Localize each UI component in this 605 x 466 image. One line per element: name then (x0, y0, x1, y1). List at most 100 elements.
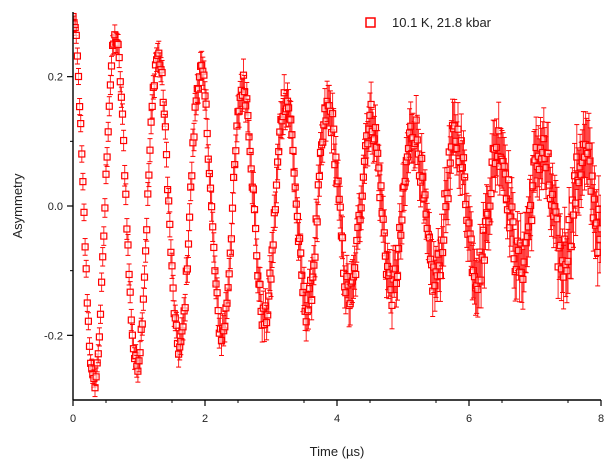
data-point (225, 257, 233, 290)
data-point (81, 238, 89, 256)
square-marker (486, 202, 494, 210)
square-marker (293, 212, 301, 221)
data-point (272, 166, 281, 204)
square-marker (371, 123, 380, 132)
data-point (210, 232, 218, 263)
square-marker (246, 147, 254, 156)
square-marker (419, 173, 427, 181)
data-point (119, 129, 128, 152)
square-marker (519, 275, 527, 283)
data-point (203, 118, 211, 149)
square-marker (289, 146, 297, 155)
square-marker (242, 102, 250, 110)
square-marker (124, 241, 132, 249)
square-marker (175, 350, 183, 358)
square-marker (224, 284, 232, 292)
square-marker (127, 316, 135, 324)
square-marker (311, 253, 319, 261)
square-marker (104, 128, 112, 136)
x-tick-label: 2 (202, 413, 208, 425)
square-marker (509, 218, 517, 226)
square-marker (597, 225, 601, 233)
data-point (392, 259, 400, 308)
square-marker (459, 154, 468, 162)
square-marker (125, 270, 133, 279)
square-marker (167, 248, 175, 256)
square-marker (336, 203, 344, 211)
data-point (220, 315, 228, 347)
data-point (96, 304, 105, 324)
square-marker (397, 231, 405, 239)
square-marker (166, 220, 174, 228)
data-point (95, 327, 104, 347)
square-marker (188, 172, 196, 180)
data-point (592, 189, 601, 258)
data-point (393, 252, 402, 301)
square-marker (352, 270, 360, 279)
square-marker (313, 218, 321, 226)
square-marker (584, 149, 592, 158)
square-marker (181, 304, 189, 312)
square-marker (353, 236, 361, 245)
data-point (166, 211, 174, 238)
x-tick-label: 4 (334, 413, 340, 425)
square-marker (356, 216, 364, 224)
square-marker (288, 131, 296, 139)
square-marker (118, 110, 127, 118)
data-point (315, 156, 323, 197)
square-marker (78, 150, 86, 158)
square-marker (183, 265, 191, 273)
data-point (167, 239, 175, 266)
square-marker (298, 271, 306, 279)
data-point (188, 161, 196, 190)
square-marker (366, 111, 374, 119)
square-marker (446, 159, 454, 167)
data-point (146, 138, 154, 163)
square-marker (95, 333, 104, 341)
square-marker (221, 323, 229, 331)
square-marker (467, 235, 475, 243)
square-marker (552, 208, 560, 216)
square-marker (480, 256, 488, 264)
square-marker (227, 235, 235, 243)
data-point (186, 203, 194, 232)
square-marker (200, 71, 208, 79)
square-marker (529, 182, 537, 190)
square-marker (245, 133, 253, 141)
square-marker (244, 111, 252, 120)
square-marker (274, 158, 282, 166)
square-marker (588, 172, 596, 180)
square-marker (297, 249, 305, 257)
square-marker (590, 195, 599, 203)
data-point (243, 81, 251, 116)
square-marker (192, 97, 200, 105)
data-point (200, 60, 208, 90)
square-marker (501, 170, 509, 178)
data-point (142, 239, 150, 263)
data-point (313, 201, 321, 243)
square-marker (377, 182, 385, 190)
square-marker (332, 153, 340, 161)
data-point (310, 245, 318, 286)
data-point (101, 198, 109, 218)
data-point (336, 185, 344, 229)
square-marker (461, 173, 469, 181)
square-marker (101, 204, 109, 212)
data-point (172, 311, 180, 339)
square-marker (291, 183, 299, 191)
data-point (551, 174, 559, 239)
data-point (169, 274, 177, 302)
tick-layer: 0 2 4 6 8 -0.2 0.0 0.2 (44, 72, 604, 425)
square-marker (136, 349, 144, 357)
y-axis-title: Asymmetry (10, 173, 25, 239)
legend: 10.1 K, 21.8 kbar (365, 15, 492, 30)
square-marker (81, 243, 89, 251)
square-marker (269, 241, 277, 249)
square-marker (271, 206, 279, 214)
square-marker (164, 186, 172, 194)
square-marker (263, 319, 271, 327)
data-point (500, 136, 508, 196)
square-marker (477, 276, 485, 284)
square-marker (296, 234, 304, 243)
data-point (190, 122, 198, 152)
